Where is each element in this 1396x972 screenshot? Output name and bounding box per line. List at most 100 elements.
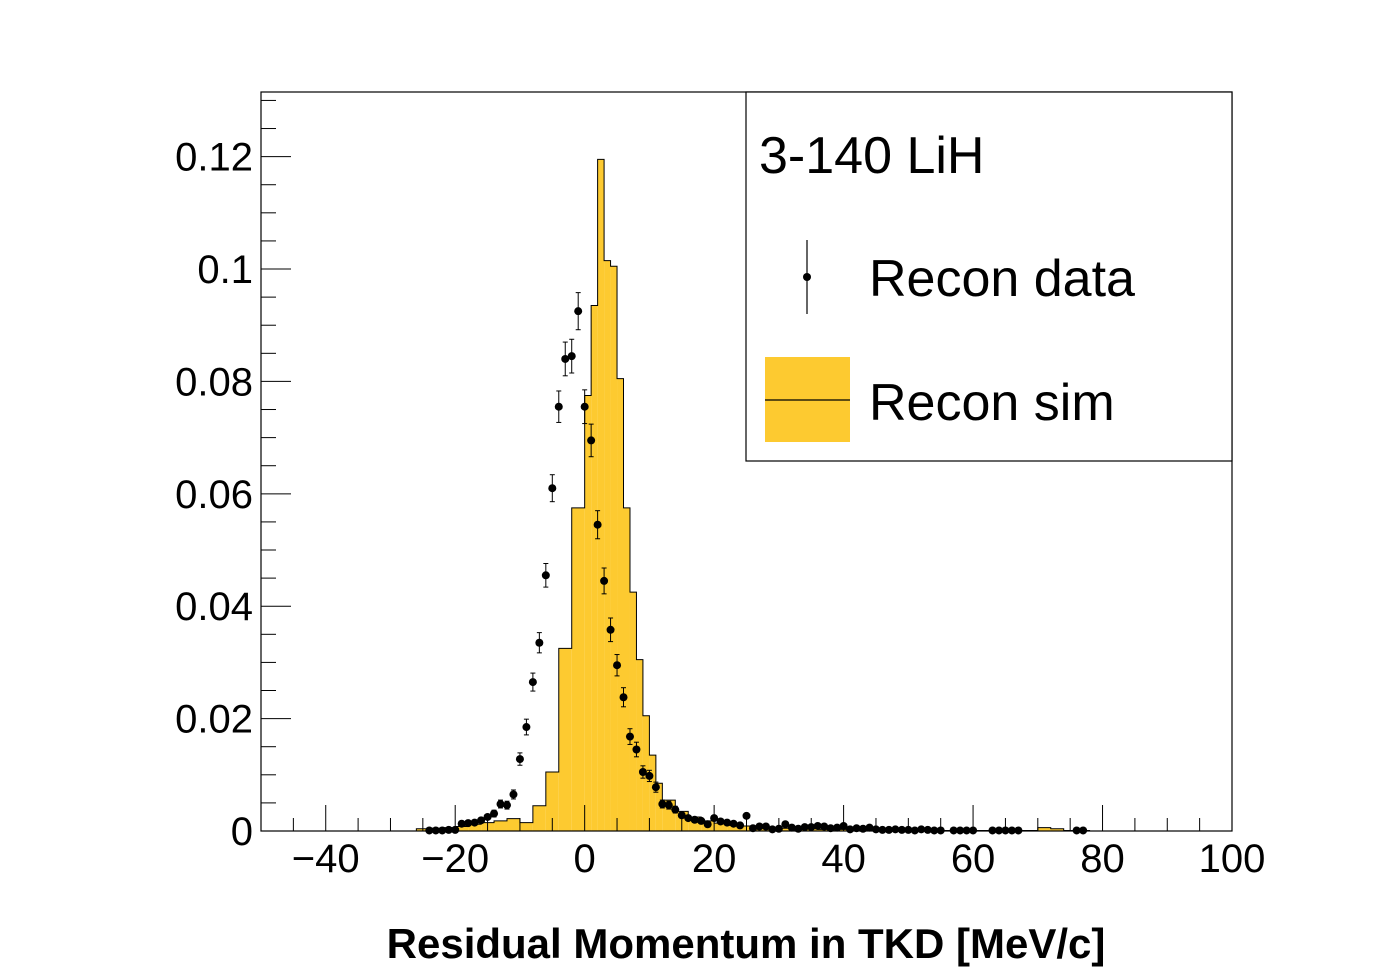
sim-bin <box>617 378 624 831</box>
data-point <box>580 389 589 425</box>
data-marker <box>444 825 453 834</box>
sim-bin <box>519 822 533 831</box>
data-marker <box>515 755 524 764</box>
data-marker <box>632 745 641 754</box>
data-point <box>677 811 686 820</box>
x-tick-label: 20 <box>692 837 737 881</box>
data-point <box>878 825 887 834</box>
sim-bin <box>714 823 728 831</box>
data-point <box>483 812 492 821</box>
data-point <box>509 789 518 800</box>
data-point <box>742 811 751 820</box>
data-marker <box>574 307 583 316</box>
sim-bin <box>649 755 656 831</box>
data-marker <box>619 693 628 702</box>
sim-bin <box>623 507 630 831</box>
data-marker <box>502 801 511 810</box>
data-marker <box>833 823 842 832</box>
y-tick-label: 0.02 <box>175 698 253 742</box>
data-point <box>690 815 699 824</box>
data-point <box>541 562 550 588</box>
data-point <box>813 821 822 830</box>
legend-data-point <box>803 273 811 281</box>
data-point <box>736 821 745 830</box>
data-point <box>535 632 544 654</box>
data-point <box>729 819 738 828</box>
data-marker <box>496 800 505 809</box>
data-point <box>638 765 647 779</box>
data-marker <box>548 484 557 493</box>
data-marker <box>755 822 764 831</box>
sim-bin <box>610 266 618 832</box>
y-tick-label: 0.1 <box>197 248 253 292</box>
y-tick-label: 0.08 <box>175 360 253 404</box>
data-marker <box>677 811 686 820</box>
data-point <box>593 510 602 540</box>
y-axis: 0 0.02 0.04 0.06 0.08 0.1 0.12 <box>175 99 291 854</box>
legend-data-marker <box>803 240 811 314</box>
legend: 3-140 LiH Recon data Recon sim <box>745 91 1233 462</box>
legend-sim-swatch <box>765 357 850 442</box>
x-axis: −40 −20 0 20 40 60 80 100 <box>260 805 1266 881</box>
data-marker <box>852 824 861 833</box>
data-marker <box>658 800 667 809</box>
y-tick-label: 0.04 <box>175 585 253 629</box>
x-tick-label: 100 <box>1199 837 1266 881</box>
sim-bin <box>1037 827 1051 831</box>
sim-bin <box>591 305 598 831</box>
data-marker <box>593 520 602 529</box>
data-point <box>684 814 693 823</box>
data-point <box>826 824 835 833</box>
data-marker <box>878 825 887 834</box>
data-marker <box>509 790 518 799</box>
data-point <box>800 823 809 832</box>
x-tick-label: 40 <box>821 837 866 881</box>
x-tick-label: 0 <box>574 837 596 881</box>
data-marker <box>703 820 712 829</box>
data-marker <box>645 771 654 780</box>
data-marker <box>490 809 499 818</box>
data-marker <box>690 815 699 824</box>
data-marker <box>781 820 790 829</box>
data-point <box>528 672 537 692</box>
data-marker <box>897 825 906 834</box>
data-point <box>781 820 790 829</box>
data-point <box>865 823 874 832</box>
data-point <box>613 654 622 677</box>
x-tick-label: −40 <box>292 837 360 881</box>
sim-bin <box>571 507 585 831</box>
sim-bin <box>545 771 559 831</box>
sim-bin <box>604 260 611 832</box>
data-marker <box>541 571 550 580</box>
data-point <box>748 824 757 833</box>
data-marker <box>684 814 693 823</box>
data-point <box>897 825 906 834</box>
data-point <box>490 809 499 818</box>
data-point <box>470 818 479 827</box>
data-point <box>496 799 505 809</box>
data-point <box>444 825 453 834</box>
data-marker <box>535 638 544 647</box>
y-tick-label: 0.12 <box>175 136 253 180</box>
data-marker <box>748 824 757 833</box>
data-point <box>833 823 842 832</box>
data-point <box>632 741 641 758</box>
sim-bin <box>778 828 792 831</box>
data-point <box>625 728 634 745</box>
data-marker <box>561 354 570 363</box>
data-marker <box>723 818 732 827</box>
sim-bin <box>727 825 741 831</box>
data-marker <box>464 819 473 828</box>
data-marker <box>697 816 706 825</box>
data-marker <box>664 801 673 810</box>
data-marker <box>528 678 537 687</box>
sim-bin <box>597 159 605 831</box>
x-tick-label: −20 <box>421 837 489 881</box>
data-marker <box>761 822 770 831</box>
data-marker <box>470 818 479 827</box>
x-tick-label: 80 <box>1080 837 1125 881</box>
data-point <box>787 823 796 832</box>
legend-header: 3-140 LiH <box>759 127 984 185</box>
data-point <box>567 338 576 374</box>
sim-bin <box>455 826 469 831</box>
